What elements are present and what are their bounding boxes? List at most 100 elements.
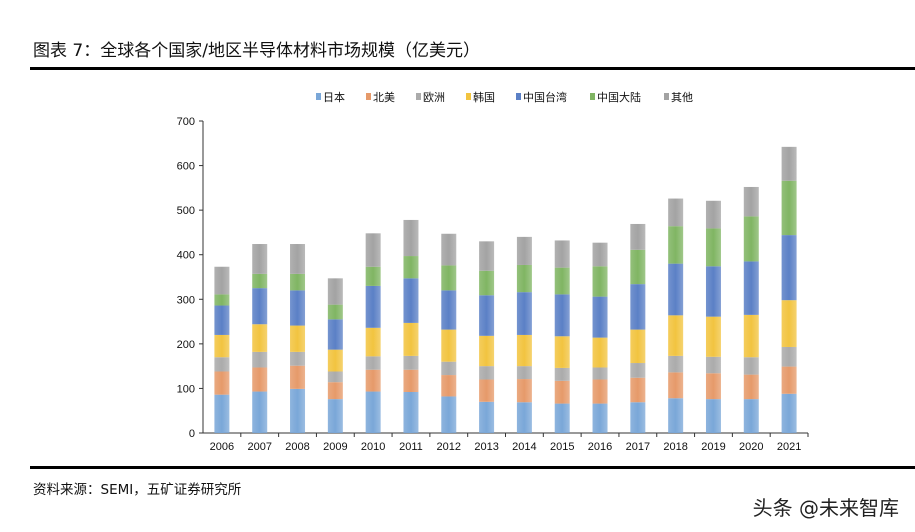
bar-韩国-2014 [516, 334, 532, 367]
bar-欧洲-2021 [781, 346, 797, 367]
bar-日本-2008 [290, 388, 306, 433]
x-tick-label: 2010 [361, 441, 385, 453]
bar-中国大陆-2021 [781, 180, 797, 236]
x-tick-label: 2013 [474, 441, 498, 453]
bar-中国台湾-2015 [554, 294, 570, 337]
bar-北美-2007 [252, 367, 268, 392]
bar-北美-2020 [743, 374, 759, 400]
bar-日本-2010 [365, 391, 381, 433]
legend-label: 日本 [323, 90, 345, 104]
bar-韩国-2018 [668, 315, 684, 356]
legend-swatch-日本 [316, 93, 321, 100]
bar-其他-2016 [592, 242, 608, 267]
x-tick-label: 2007 [247, 441, 271, 453]
y-tick-label: 100 [177, 383, 195, 395]
bar-其他-2019 [705, 200, 721, 229]
bar-中国大陆-2013 [479, 270, 495, 296]
bar-中国台湾-2008 [290, 290, 306, 326]
bar-韩国-2012 [441, 329, 457, 362]
bar-中国大陆-2017 [630, 249, 646, 285]
y-tick-label: 300 [177, 294, 195, 306]
bar-北美-2009 [327, 382, 343, 400]
bar-韩国-2007 [252, 324, 268, 352]
bar-日本-2017 [630, 402, 646, 433]
bar-中国大陆-2019 [705, 228, 721, 267]
bar-其他-2010 [365, 233, 381, 267]
bar-日本-2014 [516, 402, 532, 433]
x-tick-label: 2011 [399, 441, 423, 453]
bar-欧洲-2016 [592, 367, 608, 380]
bar-其他-2020 [743, 186, 759, 217]
x-tick-label: 2020 [739, 441, 763, 453]
bar-欧洲-2015 [554, 367, 570, 381]
bar-北美-2018 [668, 372, 684, 399]
bar-韩国-2010 [365, 327, 381, 357]
bar-中国大陆-2014 [516, 264, 532, 293]
bar-日本-2012 [441, 396, 457, 433]
legend-swatch-中国大陆 [590, 93, 595, 100]
bar-其他-2012 [441, 233, 457, 266]
bar-欧洲-2007 [252, 351, 268, 368]
bar-中国台湾-2011 [403, 278, 419, 323]
bar-日本-2009 [327, 399, 343, 433]
bar-北美-2012 [441, 375, 457, 397]
legend-label: 韩国 [473, 90, 495, 104]
bar-韩国-2009 [327, 349, 343, 372]
bar-其他-2013 [479, 241, 495, 271]
legend-label: 欧洲 [423, 91, 445, 104]
bar-中国大陆-2006 [214, 294, 230, 306]
legend-label: 北美 [373, 91, 395, 104]
bar-韩国-2006 [214, 334, 230, 358]
x-tick-label: 2021 [777, 441, 801, 453]
bar-韩国-2011 [403, 322, 419, 356]
bar-中国台湾-2021 [781, 235, 797, 301]
bar-其他-2008 [290, 244, 306, 274]
legend-swatch-北美 [366, 93, 371, 100]
bar-欧洲-2009 [327, 371, 343, 383]
bar-中国台湾-2019 [705, 266, 721, 317]
bar-日本-2013 [479, 401, 495, 433]
y-tick-label: 200 [177, 339, 195, 351]
y-tick-label: 400 [177, 250, 195, 262]
legend-swatch-韩国 [466, 93, 471, 100]
bar-中国大陆-2010 [365, 266, 381, 286]
bar-日本-2011 [403, 391, 419, 433]
x-tick-label: 2008 [285, 441, 309, 453]
bar-北美-2010 [365, 369, 381, 392]
bar-其他-2021 [781, 146, 797, 181]
bar-中国台湾-2009 [327, 319, 343, 350]
bar-中国大陆-2020 [743, 216, 759, 262]
legend-label: 中国台湾 [523, 90, 567, 104]
bar-中国台湾-2007 [252, 288, 268, 325]
y-tick-label: 500 [177, 205, 195, 217]
bar-中国台湾-2018 [668, 263, 684, 316]
bar-其他-2018 [668, 198, 684, 227]
bar-其他-2011 [403, 219, 419, 257]
bar-欧洲-2011 [403, 355, 419, 370]
bar-北美-2008 [290, 365, 306, 389]
bar-中国大陆-2018 [668, 226, 684, 264]
bar-中国台湾-2016 [592, 296, 608, 338]
bar-日本-2019 [705, 399, 721, 433]
bar-欧洲-2020 [743, 357, 759, 375]
bar-北美-2021 [781, 366, 797, 394]
bottom-rule [30, 466, 915, 469]
bar-日本-2020 [743, 399, 759, 433]
legend-label: 其他 [671, 91, 693, 104]
bar-韩国-2013 [479, 335, 495, 367]
x-tick-label: 2014 [512, 441, 536, 453]
bar-北美-2011 [403, 369, 419, 392]
bar-中国台湾-2020 [743, 261, 759, 315]
bar-日本-2015 [554, 403, 570, 433]
bar-其他-2015 [554, 240, 570, 268]
bar-韩国-2021 [781, 300, 797, 347]
x-tick-label: 2012 [437, 441, 461, 453]
bar-中国台湾-2006 [214, 305, 230, 335]
bar-欧洲-2010 [365, 356, 381, 370]
bar-欧洲-2012 [441, 361, 457, 376]
bar-韩国-2016 [592, 337, 608, 368]
bar-韩国-2015 [554, 336, 570, 368]
bar-欧洲-2006 [214, 357, 230, 372]
bar-中国大陆-2015 [554, 267, 570, 295]
